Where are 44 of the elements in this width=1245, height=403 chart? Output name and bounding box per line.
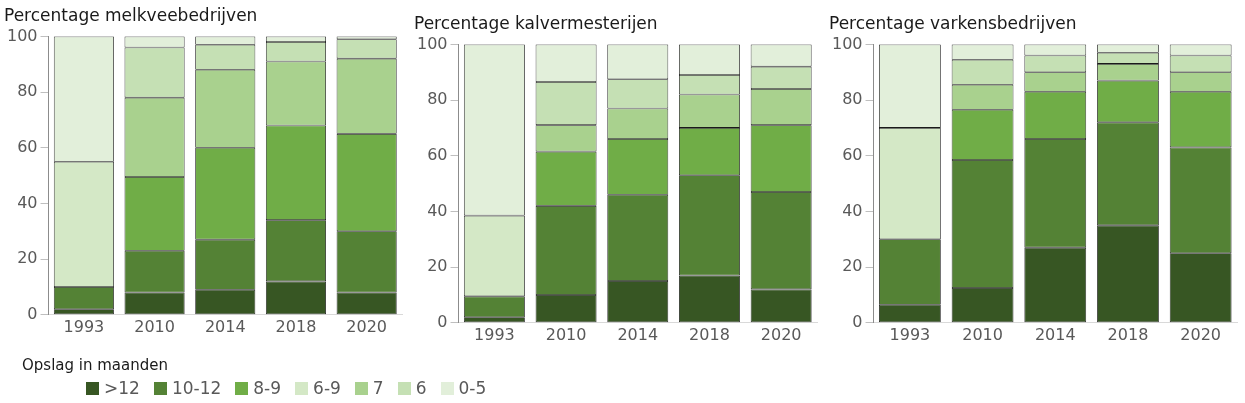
legend-label: 6	[415, 378, 427, 398]
x-tick-label: 2010	[545, 324, 587, 344]
y-tick-label: 100	[6, 25, 38, 45]
y-tick-label: 100	[831, 33, 863, 53]
y-tick-label: 60	[842, 144, 863, 164]
chart-title: Percentage kalvermesterijen	[414, 12, 658, 33]
x-tick-label: 1993	[474, 324, 515, 344]
legend-label: >12	[104, 378, 140, 398]
legend-label: 0-5	[458, 378, 487, 398]
x-tick-label: 2014	[617, 324, 659, 344]
x-tick-label: 2020	[1180, 324, 1222, 344]
y-tick-label: 60	[427, 144, 448, 164]
x-tick-label: 2018	[1107, 324, 1149, 344]
y-tick-label: 0	[437, 311, 448, 331]
y-tick-label: 40	[427, 200, 448, 220]
y-tick-label: 100	[416, 33, 448, 53]
x-tick-label: 2020	[346, 316, 388, 336]
legend-label: 7	[372, 378, 384, 398]
y-tick-label: 80	[842, 89, 863, 109]
y-tick-label: 0	[27, 303, 38, 323]
y-tick-label: 20	[427, 256, 448, 276]
y-tick-label: 0	[852, 311, 863, 331]
y-tick-label: 80	[427, 89, 448, 109]
x-tick-label: 2014	[1034, 324, 1076, 344]
y-tick-label: 20	[17, 248, 38, 268]
y-tick-label: 20	[842, 256, 863, 276]
x-tick-label: 2014	[204, 316, 246, 336]
chart-title: Percentage varkensbedrijven	[829, 12, 1077, 33]
y-tick-label: 80	[17, 81, 38, 101]
y-tick-label: 40	[842, 200, 863, 220]
legend-label: 6-9	[313, 378, 341, 398]
x-tick-label: 1993	[63, 316, 105, 336]
legend-label: 10-12	[171, 378, 222, 398]
x-tick-label: 2020	[760, 324, 802, 344]
y-tick-label: 60	[17, 136, 38, 156]
legend-title: Opslag in maanden	[22, 356, 169, 374]
chart-title: Percentage melkveebedrijven	[4, 4, 258, 25]
x-tick-label: 2010	[134, 316, 175, 336]
x-tick-label: 2010	[962, 324, 1003, 344]
x-tick-label: 1993	[889, 324, 931, 344]
x-tick-label: 2018	[275, 316, 317, 336]
legend-label: 8-9	[253, 378, 282, 398]
y-tick-label: 40	[17, 192, 38, 212]
x-tick-label: 2018	[689, 324, 730, 344]
